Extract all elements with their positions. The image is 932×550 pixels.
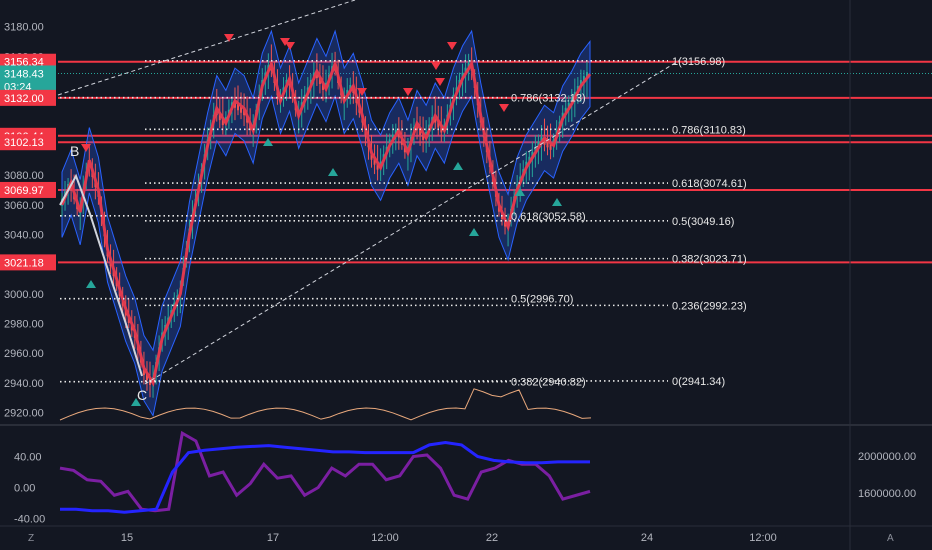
candle-body[interactable] xyxy=(318,77,321,85)
y-tick-label: 2940.00 xyxy=(4,378,44,390)
buy-signal-marker xyxy=(515,188,525,196)
osc-y-tick-label: 0.00 xyxy=(14,483,35,495)
candle-body[interactable] xyxy=(437,120,440,128)
volume-line xyxy=(59,388,592,421)
candle-body[interactable] xyxy=(585,72,588,80)
osc-right-tick-label: 1600000.00 xyxy=(858,488,916,500)
price-badge-label: 3021.18 xyxy=(4,257,44,269)
sell-signal-marker xyxy=(431,62,441,70)
candle-body[interactable] xyxy=(321,83,324,90)
moving-average-line xyxy=(60,58,592,387)
channel-line-upper xyxy=(57,0,356,96)
sell-signal-marker xyxy=(403,88,413,96)
candle-body[interactable] xyxy=(142,368,145,375)
candle-body[interactable] xyxy=(145,373,148,380)
buy-signal-marker xyxy=(86,280,96,288)
price-badge xyxy=(0,181,56,198)
bollinger-band xyxy=(61,29,591,417)
candle-body[interactable] xyxy=(419,128,422,135)
fib-level-label: 0.618(3074.61) xyxy=(672,178,747,190)
fib-level-label: 0.382(3023.71) xyxy=(672,254,747,266)
buy-signal-marker xyxy=(453,162,463,170)
wave-label-b: B xyxy=(70,143,79,159)
x-tick-label: 12:00 xyxy=(749,532,777,544)
candle-body[interactable] xyxy=(582,76,585,84)
candle-body[interactable] xyxy=(546,140,549,148)
fib-level-label: 0.5(2996.70) xyxy=(511,294,573,306)
candle-body[interactable] xyxy=(373,157,376,165)
overlays: 1(3156.98) 0.786(3110.83) 0.618(3074.61) 0.… xyxy=(57,0,747,403)
fib-level-label: 0.786(3110.83) xyxy=(672,124,746,136)
osc-y-tick-label: 40.00 xyxy=(14,452,42,464)
x-tick-label: 24 xyxy=(641,532,653,544)
fib-level-label: 0(2941.34) xyxy=(672,376,725,388)
candle-body[interactable] xyxy=(370,152,373,160)
sell-signal-marker xyxy=(447,42,457,50)
price-badge-label: 3069.97 xyxy=(4,185,44,197)
buy-signal-marker xyxy=(131,398,141,406)
y-tick-label: 2960.00 xyxy=(4,348,44,360)
price-badge-label: 3148.43 xyxy=(4,68,44,80)
fib-level-label: 0.5(3049.16) xyxy=(672,216,734,228)
price-badge-label: 3102.13 xyxy=(4,137,44,149)
candle-body[interactable] xyxy=(549,142,552,150)
y-tick-label: 3060.00 xyxy=(4,200,44,212)
fib-level-label: 0.618(3052.58) xyxy=(511,211,586,223)
y-tick-label: 3000.00 xyxy=(4,289,44,301)
timezone-icon[interactable]: Z xyxy=(28,533,34,544)
y-tick-label: 2920.00 xyxy=(4,408,44,420)
buy-signal-marker xyxy=(263,138,273,146)
candle-body[interactable] xyxy=(543,137,546,145)
x-tick-label: 17 xyxy=(267,532,279,544)
fib-level-label: 0.236(2992.23) xyxy=(672,300,747,312)
elliott-wave-line xyxy=(59,173,143,377)
fib-level-label: 0.382(2940.82) xyxy=(511,377,586,389)
sell-signal-marker xyxy=(435,78,445,86)
y-tick-label: 2980.00 xyxy=(4,319,44,331)
candle-body[interactable] xyxy=(237,103,239,111)
y-tick-label: 3080.00 xyxy=(4,170,44,182)
candle-body[interactable] xyxy=(422,132,425,140)
sell-signal-marker xyxy=(81,144,91,152)
x-tick-label: 15 xyxy=(121,532,133,544)
price-badge xyxy=(0,254,56,271)
auto-scale-icon[interactable]: A xyxy=(887,533,894,544)
candle-body[interactable] xyxy=(221,118,224,126)
y-tick-label: 3180.00 xyxy=(4,22,44,34)
osc-right-tick-label: 2000000.00 xyxy=(858,451,916,463)
sell-signal-marker xyxy=(357,88,367,96)
candle-body[interactable] xyxy=(579,80,582,87)
candle-body[interactable] xyxy=(240,105,243,113)
price-badge xyxy=(0,65,56,82)
price-badge-label: 3132.00 xyxy=(4,93,44,105)
buy-signal-marker xyxy=(328,168,338,176)
oscillator-series-purple xyxy=(59,430,591,513)
osc-y-tick-label: -40.00 xyxy=(14,514,45,526)
candle-body[interactable] xyxy=(376,162,379,170)
price-badge xyxy=(0,134,56,151)
buy-signal-marker xyxy=(552,198,562,206)
sell-signal-marker xyxy=(224,34,234,42)
y-tick-label: 3040.00 xyxy=(4,229,44,241)
candle-body[interactable] xyxy=(440,125,443,133)
fib-level-label: 0.786(3132.13) xyxy=(511,93,586,105)
candle-body[interactable] xyxy=(218,113,221,121)
oscillator-series-blue xyxy=(60,441,590,514)
price-pane[interactable] xyxy=(58,29,932,421)
x-tick-label: 22 xyxy=(486,532,498,544)
x-tick-label: 12:00 xyxy=(371,532,399,544)
fib-level-label: 1(3156.98) xyxy=(672,56,725,68)
wave-label-c: C xyxy=(137,387,147,403)
price-badge xyxy=(0,89,56,106)
oscillator-pane[interactable] xyxy=(59,430,591,514)
sell-signal-marker xyxy=(285,42,295,50)
sell-signal-marker xyxy=(499,104,509,112)
channel-line-lower xyxy=(144,59,681,385)
buy-signal-marker xyxy=(469,228,479,236)
